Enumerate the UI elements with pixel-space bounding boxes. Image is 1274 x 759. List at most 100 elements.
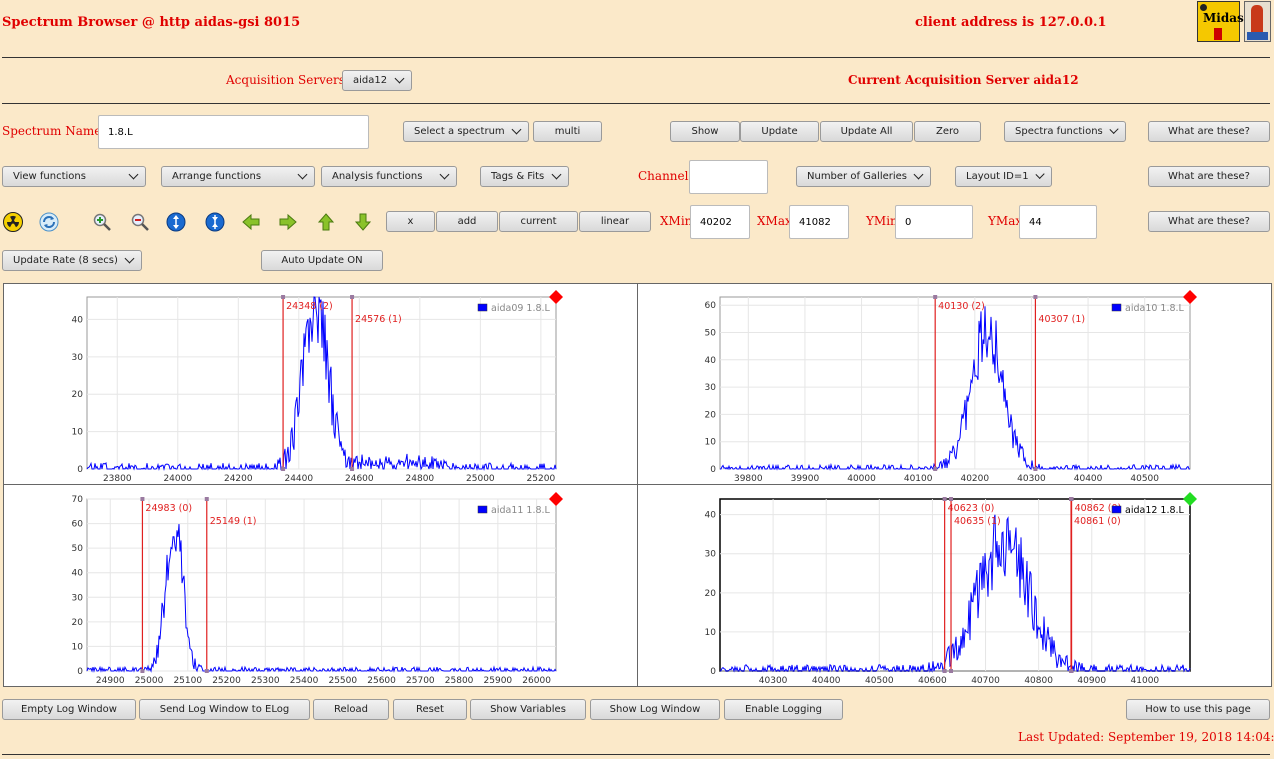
- x-button[interactable]: x: [386, 211, 435, 232]
- xmin-label: XMin: [660, 214, 693, 228]
- x-tick-label: 25200: [212, 676, 241, 686]
- ymax-input[interactable]: 44: [1019, 205, 1097, 239]
- zoom-in-icon[interactable]: [91, 211, 113, 233]
- analysis-functions-dropdown[interactable]: Analysis functions: [321, 166, 457, 187]
- marker-handle: [281, 467, 286, 471]
- xmin-input[interactable]: 40202: [690, 205, 750, 239]
- spectrum-panel-1[interactable]: 0 10 20 30 40 23800 24000 24200 24400 24600 24800 2…: [3, 283, 638, 485]
- zoom-out-icon[interactable]: [129, 211, 151, 233]
- spectrum-panel-2[interactable]: 0 10 20 30 40 50 60 39800 39900 40000 40100 40200 40…: [637, 283, 1272, 485]
- chevron-down-icon: [128, 169, 139, 180]
- zero-button[interactable]: Zero: [914, 121, 981, 142]
- view-functions-dropdown[interactable]: View functions: [2, 166, 146, 187]
- marker-handle: [949, 497, 954, 501]
- add-button[interactable]: add: [436, 211, 498, 232]
- number-of-galleries-dropdown[interactable]: Number of Galleries: [796, 166, 931, 187]
- x-tick-label: 24600: [345, 474, 374, 484]
- legend-label: aida09 1.8.L: [491, 303, 551, 314]
- arrow-right-icon[interactable]: [277, 211, 299, 233]
- what-are-these-button-3[interactable]: What are these?: [1148, 211, 1270, 232]
- select-spectrum-label: Select a spectrum: [414, 126, 505, 137]
- arrow-left-icon[interactable]: [240, 211, 262, 233]
- x-tick-label: 25000: [135, 676, 164, 686]
- chevron-down-icon: [913, 169, 924, 180]
- spectrum-chart-aida09[interactable]: 0 10 20 30 40 23800 24000 24200 24400 24600 24800 2…: [4, 284, 637, 484]
- what-are-these-button-2[interactable]: What are these?: [1148, 166, 1270, 187]
- current-button[interactable]: current: [499, 211, 578, 232]
- x-tick-label: 25600: [367, 676, 396, 686]
- legend-swatch: [477, 505, 488, 514]
- y-tick-label: 60: [705, 301, 717, 311]
- ymin-label: YMin: [866, 214, 898, 228]
- spectrum-name-input[interactable]: 1.8.L: [98, 115, 369, 149]
- marker-label: 40861 (0): [1074, 516, 1121, 527]
- update-rate-dropdown[interactable]: Update Rate (8 secs): [2, 250, 142, 271]
- x-tick-label: 40300: [759, 676, 788, 686]
- update-all-button[interactable]: Update All: [820, 121, 913, 142]
- spectrum-panel-4[interactable]: 0 10 20 30 40 40300 40400 40500 40600 40700 40800 4…: [637, 484, 1272, 687]
- send-log-to-elog-button[interactable]: Send Log Window to ELog: [139, 699, 310, 720]
- how-to-use-button[interactable]: How to use this page: [1126, 699, 1270, 720]
- x-tick-label: 25900: [484, 676, 513, 686]
- spectrum-panel-3[interactable]: 0 10 20 30 40 50 60 70 24900 25000 25100 25200 25300…: [3, 484, 638, 687]
- marker-label: 24983 (0): [145, 503, 192, 514]
- chevron-down-icon: [439, 169, 450, 180]
- x-tick-label: 40100: [904, 474, 933, 484]
- multi-button[interactable]: multi: [533, 121, 602, 142]
- marker-handle: [933, 295, 938, 299]
- update-button[interactable]: Update: [740, 121, 819, 142]
- arrange-functions-dropdown[interactable]: Arrange functions: [161, 166, 315, 187]
- marker-label: 40307 (1): [1038, 314, 1085, 325]
- midas-logo-text: Midas: [1203, 11, 1244, 25]
- expand-vertical-icon[interactable]: [165, 211, 187, 233]
- compress-vertical-icon[interactable]: [204, 211, 226, 233]
- radiation-icon[interactable]: [2, 211, 24, 233]
- show-button[interactable]: Show: [670, 121, 740, 142]
- tags-fits-dropdown[interactable]: Tags & Fits: [480, 166, 569, 187]
- show-log-window-button[interactable]: Show Log Window: [590, 699, 720, 720]
- arrow-down-icon[interactable]: [352, 211, 374, 233]
- y-tick-label: 40: [705, 511, 717, 521]
- empty-log-window-button[interactable]: Empty Log Window: [2, 699, 136, 720]
- show-variables-button[interactable]: Show Variables: [470, 699, 586, 720]
- chevron-down-icon: [551, 169, 562, 180]
- legend-swatch: [1111, 505, 1122, 514]
- x-tick-label: 40700: [971, 676, 1000, 686]
- xmax-label: XMax: [757, 214, 792, 228]
- marker-handle: [1069, 669, 1074, 673]
- y-tick-label: 10: [705, 438, 717, 448]
- x-tick-label: 24900: [96, 676, 125, 686]
- x-tick-label: 25500: [328, 676, 357, 686]
- marker-label: 40862 (0): [1075, 503, 1122, 514]
- status-flag-icon: [1183, 492, 1197, 506]
- plot-area: [86, 498, 557, 672]
- y-tick-label: 30: [705, 550, 717, 560]
- layout-id-dropdown[interactable]: Layout ID=1: [955, 166, 1052, 187]
- marker-handle: [1033, 295, 1038, 299]
- spectrum-trace: [86, 524, 557, 673]
- y-tick-label: 60: [72, 520, 84, 530]
- linear-button[interactable]: linear: [579, 211, 651, 232]
- ymin-input[interactable]: 0: [895, 205, 973, 239]
- reset-button[interactable]: Reset: [393, 699, 467, 720]
- spectrum-chart-aida10[interactable]: 0 10 20 30 40 50 60 39800 39900 40000 40100 40200 40…: [638, 284, 1271, 484]
- reload-button[interactable]: Reload: [313, 699, 389, 720]
- enable-logging-button[interactable]: Enable Logging: [724, 699, 843, 720]
- xmax-input[interactable]: 41082: [789, 205, 849, 239]
- server-select-value: aida12: [353, 75, 388, 86]
- spectrum-chart-aida11[interactable]: 0 10 20 30 40 50 60 70 24900 25000 25100 25200 25300…: [4, 485, 637, 686]
- channel-input[interactable]: [689, 160, 768, 194]
- arrow-up-icon[interactable]: [315, 211, 337, 233]
- marker-handle: [942, 497, 947, 501]
- what-are-these-button-1[interactable]: What are these?: [1148, 121, 1270, 142]
- refresh-icon[interactable]: [38, 211, 60, 233]
- auto-update-button[interactable]: Auto Update ON: [261, 250, 383, 271]
- tcl-logo: [1244, 1, 1271, 42]
- spectra-functions-dropdown[interactable]: Spectra functions: [1004, 121, 1126, 142]
- select-spectrum-dropdown[interactable]: Select a spectrum: [403, 121, 529, 142]
- y-tick-label: 50: [705, 328, 717, 338]
- spectrum-chart-aida12[interactable]: 0 10 20 30 40 40300 40400 40500 40600 40700 40800 4…: [638, 485, 1271, 686]
- x-tick-label: 25700: [406, 676, 435, 686]
- legend-swatch: [477, 303, 488, 312]
- server-select[interactable]: aida12: [342, 70, 412, 91]
